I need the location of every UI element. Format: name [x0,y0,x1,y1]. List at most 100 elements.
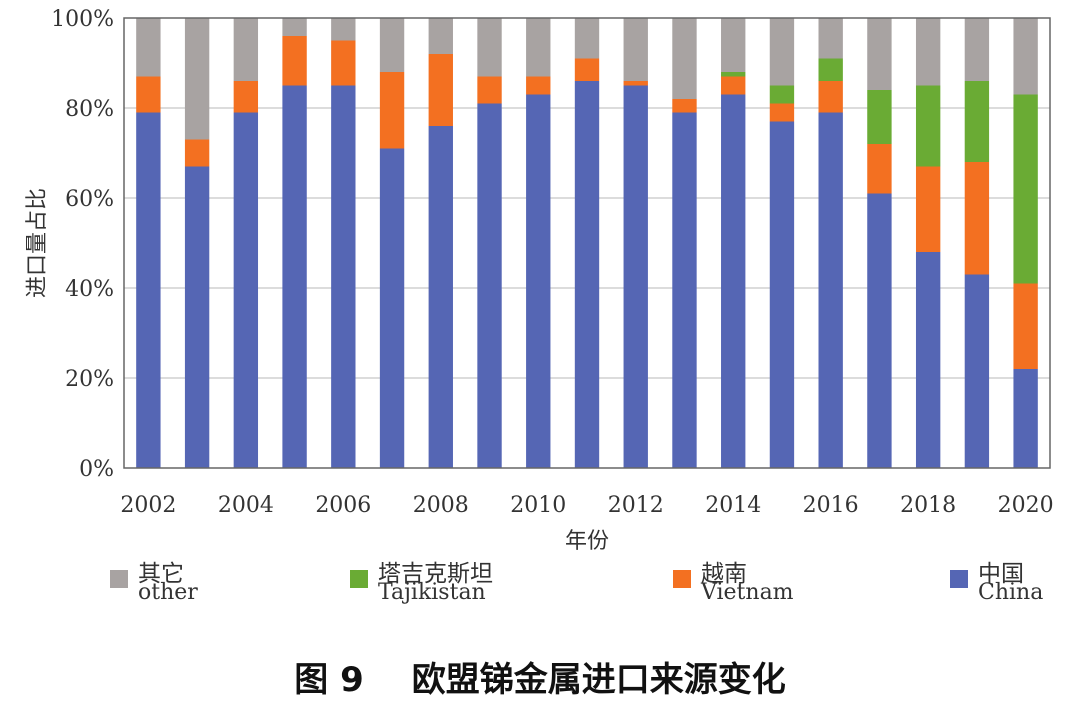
bar-segment [477,103,502,468]
x-tick-label: 2002 [120,493,176,518]
bar-segment [672,18,697,99]
bar-segment [331,40,356,86]
figure-caption: 图 9 欧盟锑金属进口来源变化 [0,652,1080,701]
bar-segment [331,18,356,41]
y-tick-label: 80% [65,97,114,122]
bar-segment [184,18,210,140]
bar-segment [379,18,405,72]
bar-segment [282,85,307,468]
bar-segment [915,85,941,167]
bar-segment [672,99,697,113]
x-tick-label: 2014 [705,493,761,518]
bar-segment [184,139,210,167]
stacked-bar-chart: 0%20%40%60%80%100% 2002 2004 2006 2008 2010 2… [25,7,1054,554]
bar-segment [964,162,990,275]
bar-segment [233,81,259,113]
x-tick-label: 2018 [900,493,956,518]
bar-segment [1013,94,1038,284]
figure-caption-text: 欧盟锑金属进口来源变化 [411,660,786,700]
bar-segment [964,18,990,81]
bar-segment [282,36,307,86]
legend-label-en: Tajikistan [378,580,486,605]
legend-swatch-tajikistan [350,570,368,588]
x-tick-label: 2020 [998,493,1054,518]
bar-segment [233,112,259,468]
bar-segment [428,54,453,126]
bar-segment [818,112,843,468]
legend-label-en: Vietnam [701,580,794,605]
bar-segment [233,18,259,81]
y-tick-label: 20% [65,367,114,392]
bar-segment [623,81,648,86]
bar-segment [1013,18,1038,95]
y-tick-label: 60% [65,187,114,212]
bar-segment [136,112,161,468]
bar-segment [769,85,795,104]
bar-segment [379,148,405,468]
bar-segment [721,94,746,468]
bar-segment [721,72,746,77]
bar-segment [136,18,161,77]
bar-segment [574,18,600,59]
bar-segment [477,76,502,104]
y-axis-title: 进口量占比 [25,188,50,298]
bar-segment [428,18,453,54]
bar-segment [574,58,600,81]
bar-segment [136,76,161,113]
x-tick-label: 2004 [218,493,274,518]
bar-segment [818,81,843,113]
bar-segment [672,112,697,468]
legend-label-zh: 越南 [701,561,747,587]
bar-segment [184,166,210,468]
x-tick-label: 2008 [413,493,469,518]
legend-label-zh: 塔吉克斯坦 [378,561,493,587]
bar-segment [282,18,307,36]
figure-number: 图 9 [294,660,364,700]
plot-frame [123,17,1051,469]
bar-segment [915,166,941,252]
legend-label-zh: 中国 [978,561,1024,587]
bar-segment [428,126,453,468]
legend: 其它 other 塔吉克斯坦 Tajikistan 越南 Vietnam 中国 … [110,552,1070,622]
bar-segment [818,18,843,59]
bar-segment [867,90,892,144]
y-tick-labels: 0% 20% 40% 60% 80% 100% [51,7,114,482]
legend-label-en: China [978,580,1044,605]
bar-segment [1013,369,1038,468]
bar-segment [964,274,990,468]
bar-segment [818,58,843,81]
x-axis-title: 年份 [565,529,609,554]
bar-segment [526,94,551,468]
legend-swatch-vietnam [673,570,691,588]
bar-segment [331,85,356,468]
bar-segment [867,144,892,194]
x-tick-labels: 2002 2004 2006 2008 2010 2012 2014 2016 2018 2020 [120,493,1053,518]
legend-label-en: other [138,580,198,605]
y-tick-label: 40% [65,277,114,302]
bar-segment [769,103,795,122]
bar-segment [915,18,941,86]
y-tick-label: 0% [79,457,114,482]
bar-segment [721,76,746,95]
bar-segment [623,85,648,468]
x-tick-label: 2010 [510,493,566,518]
bar-segment [964,81,990,162]
bar-segment [867,18,892,90]
bar-segment [721,18,746,72]
bar-segment [623,18,648,81]
bars [136,18,1038,468]
bar-segment [526,18,551,77]
legend-swatch-china [950,570,968,588]
bar-segment [477,18,502,77]
bar-segment [867,193,892,468]
bar-segment [526,76,551,95]
bar-segment [379,72,405,149]
x-tick-label: 2006 [315,493,371,518]
bar-segment [574,81,600,468]
x-tick-label: 2012 [608,493,664,518]
x-tick-label: 2016 [803,493,859,518]
legend-label-zh: 其它 [138,561,184,587]
legend-swatch-other [110,570,128,588]
bar-segment [1013,283,1038,369]
y-tick-label: 100% [51,7,114,32]
